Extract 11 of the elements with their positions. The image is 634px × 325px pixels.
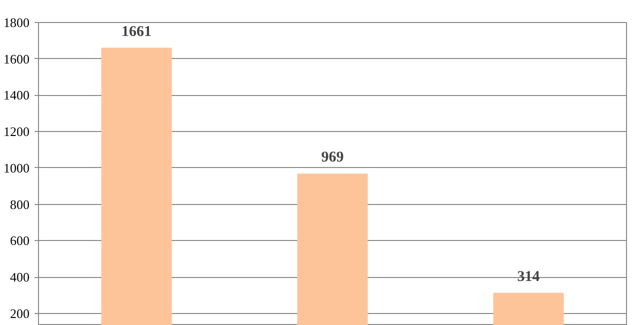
y-tick-label: 400: [10, 270, 30, 285]
y-tick-label: 1200: [4, 124, 30, 140]
data-label: 1661: [122, 24, 152, 40]
y-tick-label: 1800: [4, 15, 30, 30]
y-tick-label: 800: [10, 196, 30, 212]
y-tick-label: 1400: [4, 88, 30, 103]
y-tick-label: 1000: [4, 160, 30, 176]
y-tick-label: 200: [10, 306, 30, 321]
y-tick-label: 1600: [4, 51, 30, 66]
data-label: 969: [321, 150, 344, 166]
y-tick-label: 600: [10, 233, 30, 248]
